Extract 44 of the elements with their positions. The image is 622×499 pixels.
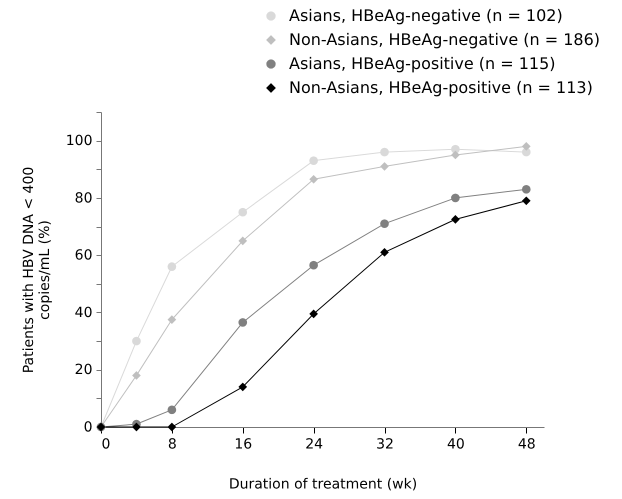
point bbox=[238, 318, 248, 327]
point bbox=[522, 142, 531, 151]
point bbox=[238, 236, 248, 246]
x-tick-label: 8 bbox=[168, 436, 177, 452]
y-tick-label: 100 bbox=[66, 133, 92, 150]
point bbox=[380, 248, 389, 257]
point bbox=[132, 422, 141, 432]
point bbox=[451, 194, 460, 202]
y-tick-label: 20 bbox=[74, 362, 92, 378]
legend-label: Asians, HBeAg-positive (n = 115) bbox=[289, 54, 556, 73]
point bbox=[168, 315, 176, 324]
point bbox=[168, 262, 176, 271]
point bbox=[522, 184, 531, 194]
x-tick-label: 40 bbox=[446, 436, 465, 452]
point bbox=[168, 405, 176, 414]
y-axis-title: Patients with HBV DNA < 400 copies/mL (%) bbox=[20, 166, 53, 374]
y-tick-label: 80 bbox=[74, 190, 92, 206]
point bbox=[238, 208, 248, 217]
x-tick-label: 32 bbox=[376, 436, 394, 452]
point bbox=[380, 148, 389, 156]
point bbox=[380, 162, 389, 171]
x-tick-label: 0 bbox=[102, 436, 110, 452]
legend-label: Asians, HBeAg-negative (n = 102) bbox=[289, 6, 563, 25]
point bbox=[132, 371, 141, 380]
point bbox=[309, 260, 318, 270]
point bbox=[309, 174, 318, 184]
point bbox=[451, 215, 460, 224]
x-tick-label: 16 bbox=[234, 436, 252, 452]
y-tick-label: 0 bbox=[84, 420, 92, 436]
point bbox=[132, 336, 141, 346]
point bbox=[522, 196, 531, 206]
point bbox=[451, 150, 460, 160]
legend-label: Non-Asians, HBeAg-negative (n = 186) bbox=[289, 30, 600, 49]
point bbox=[238, 382, 248, 392]
x-tick-label: 48 bbox=[518, 436, 536, 452]
point bbox=[309, 156, 318, 166]
y-tick-label: 60 bbox=[74, 248, 92, 264]
legend-label: Non-Asians, HBeAg-positive (n = 113) bbox=[289, 78, 593, 97]
point bbox=[380, 219, 389, 228]
point bbox=[168, 422, 176, 432]
point bbox=[309, 310, 318, 318]
y-tick-label: 40 bbox=[74, 304, 92, 321]
x-tick-label: 24 bbox=[305, 436, 324, 452]
x-axis-title: Duration of treatment (wk) bbox=[228, 476, 418, 492]
